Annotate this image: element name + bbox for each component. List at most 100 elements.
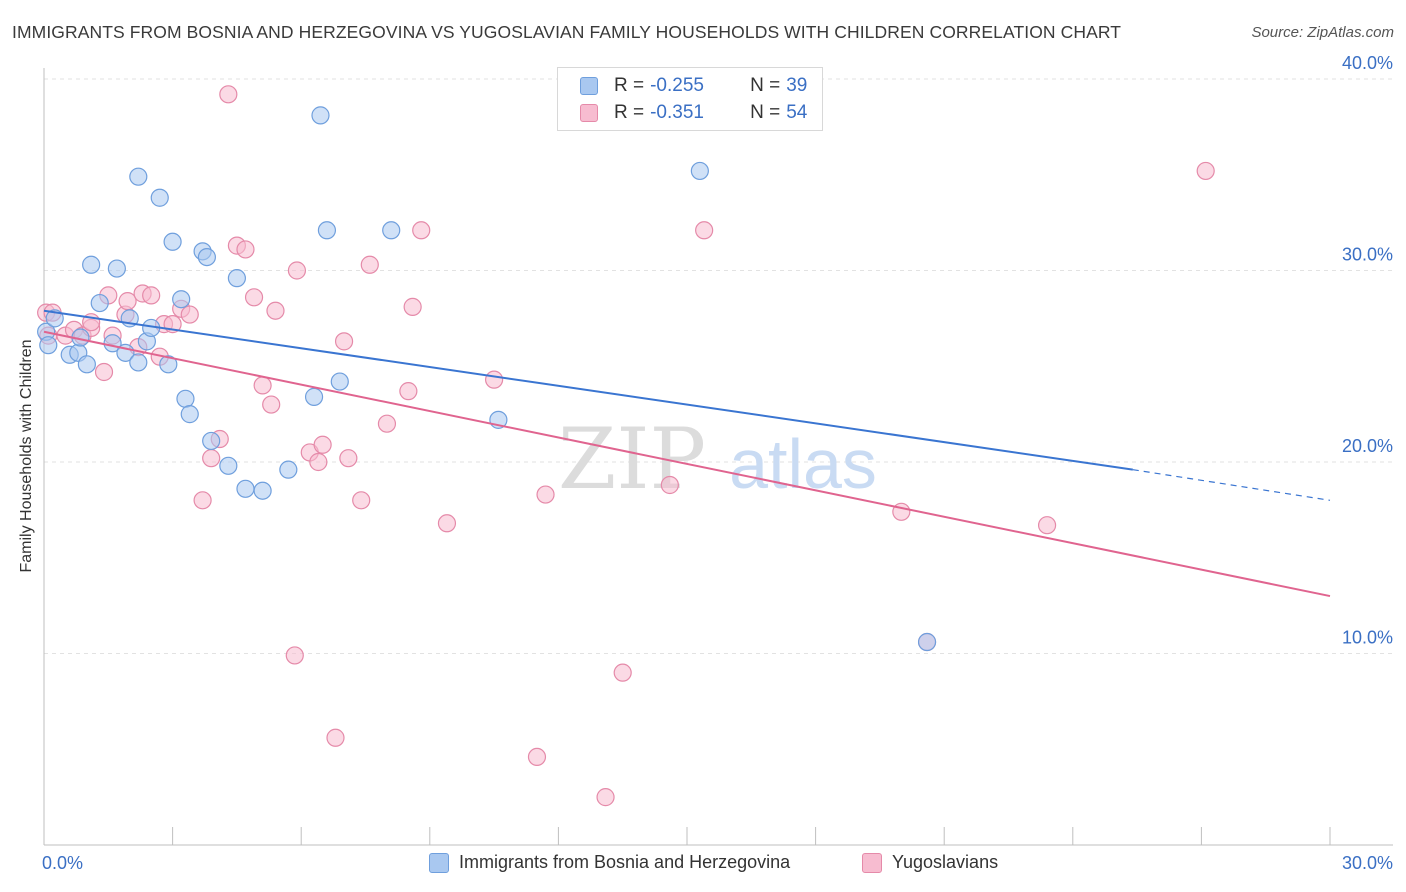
data-point-bosnia (311, 106, 330, 125)
y-tick-label: 10.0% (1342, 628, 1393, 648)
legend-row-yugoslavians: R = -0.351 N = 54 (580, 101, 807, 125)
data-point-yugoslavians (403, 297, 422, 316)
data-point-yugoslavians (253, 376, 272, 395)
trend-line-bosnia-extension (1132, 469, 1331, 501)
data-point-yugoslavians (695, 221, 714, 240)
data-point-yugoslavians (142, 286, 161, 305)
n-value: 39 (786, 75, 808, 96)
data-point-bosnia (90, 293, 109, 313)
legend-swatch-yugoslavians (862, 852, 882, 873)
data-point-yugoslavians (219, 85, 238, 104)
r-label: R = (614, 102, 645, 123)
legend-item-bosnia[interactable]: Immigrants from Bosnia and Herzegovina (429, 852, 790, 873)
data-point-yugoslavians (285, 646, 304, 665)
data-point-bosnia (253, 481, 272, 500)
data-point-yugoslavians (527, 747, 547, 767)
correlation-legend: R = -0.255 N = 39 R = -0.351 N = 54 (557, 67, 823, 131)
data-point-yugoslavians (412, 221, 431, 240)
data-point-bosnia (236, 479, 255, 498)
data-point-yugoslavians (536, 485, 555, 504)
data-point-yugoslavians (236, 240, 255, 259)
data-point-yugoslavians (352, 491, 371, 510)
data-point-bosnia (163, 232, 182, 251)
legend-label-bosnia: Immigrants from Bosnia and Herzegovina (459, 852, 791, 872)
n-value: 54 (786, 102, 808, 123)
trend-line-yugoslavians (43, 330, 1331, 598)
r-label: R = (614, 75, 645, 96)
data-point-yugoslavians (266, 301, 285, 320)
y-tick-label: 40.0% (1342, 53, 1393, 73)
data-point-bosnia (45, 309, 64, 328)
data-point-bosnia (690, 161, 709, 181)
data-point-yugoslavians (1037, 516, 1057, 535)
data-point-yugoslavians (613, 663, 632, 682)
data-point-yugoslavians (360, 255, 379, 274)
x-tick-label: 30.0% (1342, 853, 1393, 873)
legend-row-bosnia: R = -0.255 N = 39 (580, 74, 807, 98)
data-point-bosnia (197, 247, 216, 267)
data-point-yugoslavians (118, 292, 137, 311)
data-point-yugoslavians (202, 449, 221, 468)
data-point-yugoslavians (309, 452, 328, 472)
data-point-yugoslavians (287, 261, 307, 280)
tick-labels: 10.0% 20.0% 30.0% 40.0% 0.0% 30.0% (42, 53, 1393, 873)
chart-title: IMMIGRANTS FROM BOSNIA AND HERZEGOVINA V… (12, 22, 1122, 42)
data-point-bosnia (82, 255, 101, 274)
data-point-bosnia (304, 387, 324, 406)
data-point-bosnia (129, 167, 148, 186)
data-point-yugoslavians (1196, 161, 1215, 181)
data-point-bosnia (330, 372, 349, 391)
r-value: -0.255 (650, 75, 704, 96)
data-point-yugoslavians (94, 362, 114, 382)
n-label: N = (750, 102, 781, 123)
data-point-bosnia (107, 259, 126, 278)
y-tick-label: 20.0% (1342, 436, 1393, 456)
data-point-bosnia (129, 353, 148, 372)
data-point-yugoslavians (596, 788, 615, 807)
data-point-yugoslavians (313, 435, 332, 454)
data-point-yugoslavians (244, 288, 264, 307)
data-point-bosnia (172, 290, 191, 309)
data-point-bosnia (917, 632, 937, 652)
legend-swatch-bosnia (580, 77, 598, 95)
watermark-zip: ZIP (558, 410, 706, 508)
trend-line-bosnia (43, 309, 1133, 471)
r-value: -0.351 (650, 102, 704, 123)
data-point-yugoslavians (180, 305, 199, 324)
series-legend: Immigrants from Bosnia and Herzegovina Y… (0, 852, 1406, 878)
bosnia-points (37, 106, 937, 652)
legend-swatch-bosnia (429, 852, 449, 873)
data-point-bosnia (39, 336, 58, 355)
data-point-bosnia (202, 431, 221, 451)
data-point-bosnia (219, 456, 238, 475)
data-point-bosnia (176, 389, 195, 408)
data-point-bosnia (150, 188, 169, 207)
data-point-bosnia (317, 221, 337, 240)
data-point-yugoslavians (334, 332, 354, 351)
legend-item-yugoslavians[interactable]: Yugoslavians (862, 852, 998, 873)
data-point-yugoslavians (193, 491, 212, 510)
data-point-yugoslavians (339, 449, 358, 468)
data-point-yugoslavians (437, 514, 457, 533)
data-point-bosnia (180, 405, 199, 424)
data-point-yugoslavians (377, 414, 397, 433)
data-point-bosnia (382, 221, 401, 240)
x-tick-label: 0.0% (42, 853, 83, 873)
data-point-yugoslavians (660, 475, 679, 495)
legend-label-yugoslavians: Yugoslavians (892, 852, 999, 872)
axes (43, 68, 1393, 846)
data-point-yugoslavians (485, 370, 504, 389)
data-point-bosnia (279, 460, 298, 479)
n-label: N = (750, 75, 781, 96)
data-point-yugoslavians (399, 382, 418, 401)
legend-swatch-yugoslavians (580, 104, 598, 122)
trend-lines (43, 309, 1331, 598)
data-point-yugoslavians (326, 728, 345, 747)
data-point-bosnia (77, 355, 96, 374)
data-point-yugoslavians (262, 395, 281, 414)
data-point-bosnia (227, 269, 246, 288)
y-tick-label: 30.0% (1342, 245, 1393, 265)
data-point-bosnia (159, 355, 178, 374)
watermark-atlas: atlas (729, 425, 877, 503)
